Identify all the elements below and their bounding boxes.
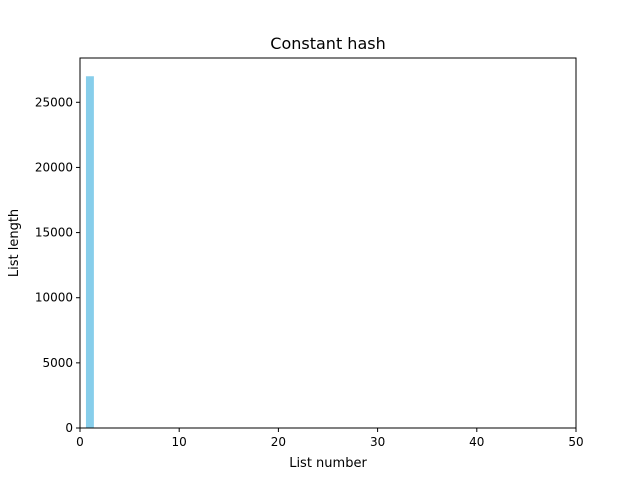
y-axis-label: List length — [7, 209, 22, 277]
x-tick-label: 40 — [469, 435, 484, 449]
x-tick-label: 10 — [172, 435, 187, 449]
plot-frame — [79, 57, 577, 429]
x-tick-label: 50 — [568, 435, 583, 449]
y-tick-label: 25000 — [35, 95, 73, 109]
x-tick-label: 30 — [370, 435, 385, 449]
x-tick-label: 20 — [271, 435, 286, 449]
y-tick-label: 20000 — [35, 160, 73, 174]
bar — [85, 76, 94, 428]
plot-area: 0 10 20 30 40 50 0 5000 10000 15000 20000 25000 — [35, 57, 584, 449]
x-axis-label: List number — [289, 456, 367, 471]
y-tick-label: 0 — [65, 421, 73, 435]
y-tick-label: 10000 — [35, 291, 73, 305]
y-tick-label: 15000 — [35, 226, 73, 240]
x-tick-label: 0 — [76, 435, 84, 449]
y-tick-label: 5000 — [42, 356, 73, 370]
chart-title: Constant hash — [270, 34, 385, 53]
